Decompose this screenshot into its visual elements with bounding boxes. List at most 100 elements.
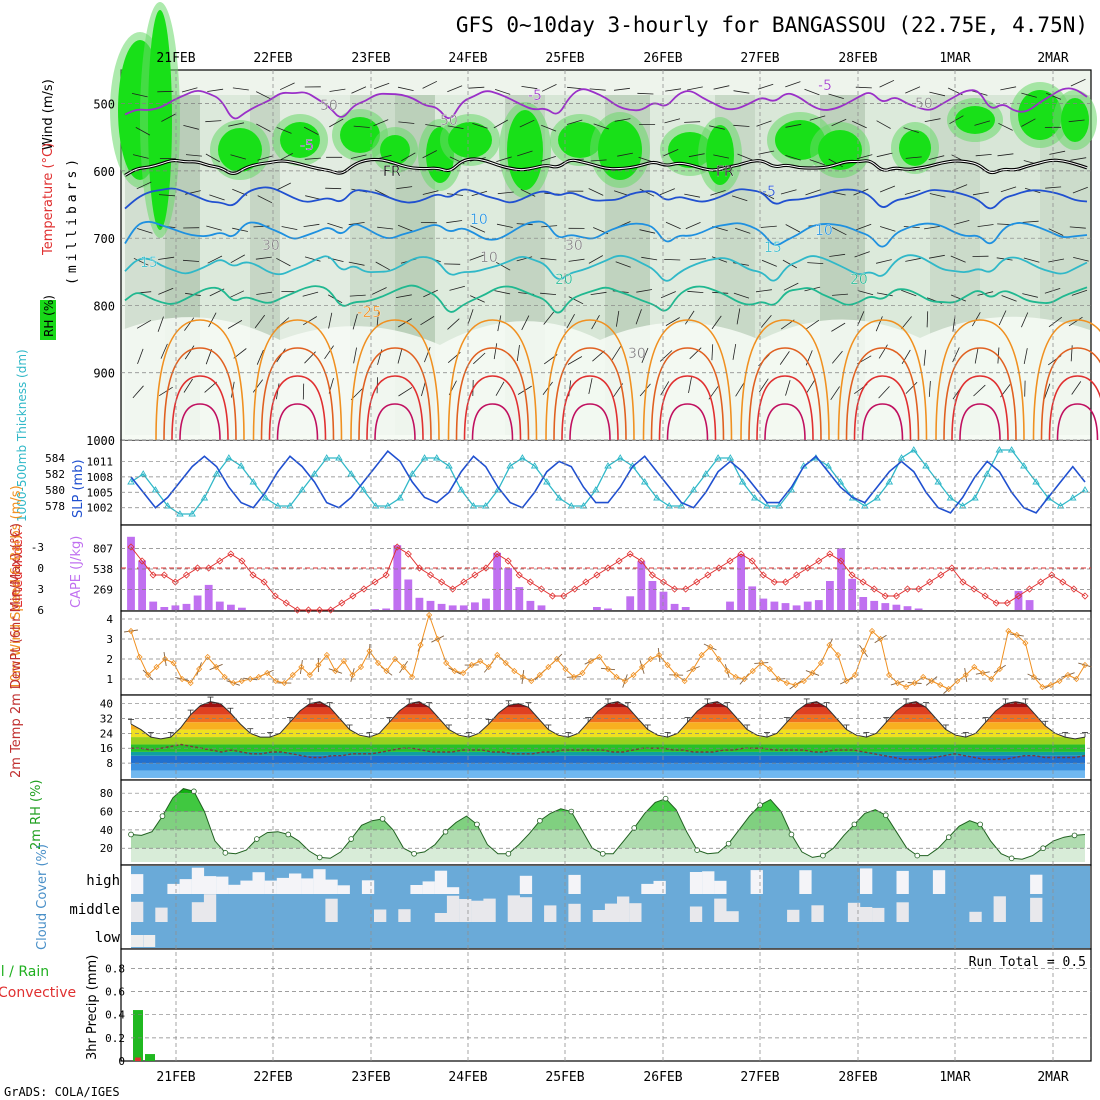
surface-warm-contour	[1040, 347, 1100, 441]
wind-barb	[208, 312, 217, 328]
cloud-middle-cell	[374, 909, 387, 922]
wind-tick-label: 2	[106, 653, 113, 666]
wind-barb	[420, 316, 435, 326]
rh-moist-core	[955, 106, 995, 134]
wind-barb	[684, 121, 701, 123]
cloud-high-cell	[446, 887, 460, 894]
surface-warm-contour	[569, 403, 611, 441]
cape-bar	[138, 560, 146, 610]
wind-barb	[568, 258, 585, 262]
wind-barb	[901, 316, 912, 330]
cape-bar	[415, 597, 424, 610]
rh-tick-label: 80	[100, 787, 113, 800]
li-point	[926, 578, 934, 586]
contour-label: 10	[470, 212, 488, 228]
wind-barb	[470, 295, 485, 303]
wind-barb	[256, 123, 271, 132]
wind10m-point	[221, 673, 228, 681]
li-point	[582, 578, 590, 586]
surface-warm-contour	[276, 403, 319, 441]
wind10m-point	[851, 671, 859, 679]
slp-axis-title: SLP (mb)	[71, 459, 86, 518]
contour-label: -5	[818, 78, 832, 94]
wind-barb	[467, 309, 474, 325]
wind-barb	[257, 195, 273, 204]
cape-bar	[870, 600, 879, 610]
wind-barb	[1023, 348, 1028, 364]
cloud-middle-cell	[483, 898, 496, 922]
cape-bar	[792, 605, 801, 610]
surface-warm-contour	[545, 319, 635, 441]
bottom-date-label: 23FEB	[351, 1070, 390, 1085]
wind-barb	[779, 351, 790, 365]
li-point	[1070, 585, 1078, 593]
wind10m-point	[196, 665, 203, 673]
wind10m-point	[323, 651, 330, 659]
temperature-contour	[124, 186, 1088, 210]
thickness-point	[897, 454, 906, 461]
cape-bar	[803, 601, 812, 610]
wind-barb	[905, 86, 921, 94]
thickness-point	[420, 454, 429, 461]
thickness-point	[408, 470, 417, 477]
rh2m-point	[442, 828, 449, 835]
wind-barb	[449, 285, 466, 291]
wind-barb	[973, 384, 986, 397]
cloud-middle-cell	[714, 898, 727, 922]
wind-barb	[132, 385, 144, 399]
thickness-point	[359, 486, 368, 493]
precip-convective-bar	[135, 1057, 141, 1062]
li-point	[726, 557, 734, 565]
wind-barb	[255, 256, 272, 260]
li-point	[493, 550, 501, 558]
wind10m-point	[502, 659, 509, 667]
surface-warm-contour	[471, 403, 514, 441]
cloud-high-cell	[434, 870, 448, 894]
rh-tick-label: 60	[100, 806, 113, 819]
contour-label: FR	[716, 164, 734, 180]
thickness-point	[604, 462, 612, 469]
thickness-point	[530, 462, 539, 469]
contour-label: 30	[262, 238, 280, 254]
surface-warm-contour	[650, 347, 725, 441]
li-point	[149, 571, 157, 579]
cape-bar	[182, 603, 191, 610]
precip-tick-label: 0.4	[105, 1009, 125, 1022]
wind-barb	[349, 294, 366, 297]
wind-barb	[276, 257, 291, 267]
wind-barb	[447, 85, 463, 93]
wind-barb	[566, 119, 583, 125]
wind10m-point	[656, 651, 663, 659]
precip-tick-label: 0.8	[105, 962, 125, 975]
wind-barb	[1023, 257, 1040, 263]
wind-barb	[1070, 78, 1086, 87]
cloud-high-cell	[179, 879, 192, 894]
wind10m-point	[485, 663, 492, 671]
wind10m-point	[621, 677, 629, 685]
temperature-contour	[124, 220, 1088, 248]
li-point	[382, 571, 390, 579]
wind-barb	[136, 319, 152, 329]
wind-barb	[207, 255, 223, 264]
wind-barb	[593, 123, 609, 130]
cloud-high-cell	[191, 867, 205, 894]
wind10m-point	[162, 655, 169, 663]
li-point	[249, 571, 257, 579]
li-point	[793, 571, 801, 579]
wind10m-point	[230, 679, 237, 687]
wind-barb	[304, 157, 321, 160]
wind10m-point	[639, 663, 646, 671]
wind-barb	[998, 122, 1013, 131]
wind10m-point	[528, 677, 535, 685]
wind-barb	[832, 227, 847, 236]
cloud-high-cell	[568, 874, 581, 894]
wind-barb	[158, 287, 174, 295]
cape-bar	[604, 608, 612, 610]
wind10m-point	[707, 643, 714, 651]
cloud-high-cell	[337, 885, 350, 894]
thickness-point	[640, 478, 649, 485]
wind10m-point	[443, 659, 450, 667]
pressure-tick-label: 900	[93, 367, 115, 381]
cape-bar	[848, 578, 856, 610]
li-point	[304, 606, 313, 614]
